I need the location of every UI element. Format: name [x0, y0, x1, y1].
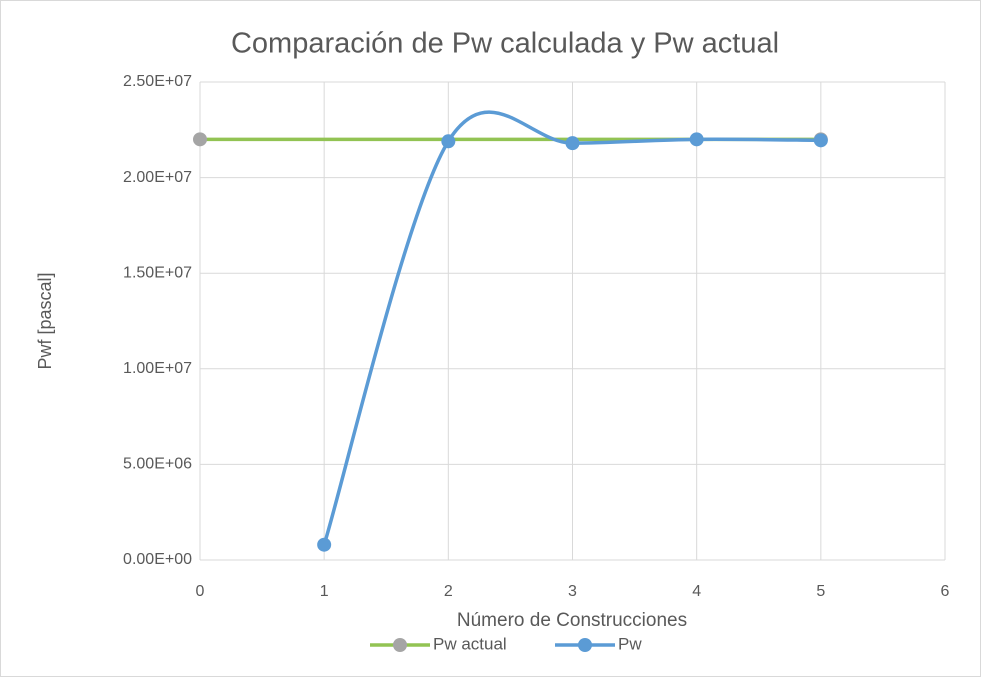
- data-point: [689, 132, 704, 147]
- y-tick-label: 5.00E+06: [123, 456, 192, 473]
- y-tick-label: 0.00E+00: [123, 551, 192, 568]
- data-point: [813, 133, 828, 148]
- legend-label: Pw: [618, 634, 642, 653]
- legend-marker: [578, 638, 592, 652]
- legend-label: Pw actual: [433, 634, 507, 653]
- x-axis-label: Número de Construcciones: [457, 610, 687, 631]
- x-tick-label: 4: [692, 583, 701, 600]
- y-tick-label: 1.50E+07: [123, 264, 192, 281]
- data-point: [441, 134, 456, 149]
- y-tick-label: 2.50E+07: [123, 73, 192, 90]
- x-tick-label: 2: [444, 583, 453, 600]
- x-tick-label: 5: [816, 583, 825, 600]
- x-tick-label: 1: [320, 583, 329, 600]
- chart-title: Comparación de Pw calculada y Pw actual: [231, 28, 779, 60]
- legend-marker: [393, 638, 407, 652]
- y-axis-label: Pwf [pascal]: [35, 272, 55, 369]
- data-point: [565, 136, 580, 151]
- y-tick-label: 1.00E+07: [123, 360, 192, 377]
- x-tick-label: 3: [568, 583, 577, 600]
- data-point: [193, 132, 207, 147]
- x-tick-label: 0: [196, 583, 205, 600]
- x-tick-label: 6: [941, 583, 950, 600]
- series-line: [322, 110, 821, 546]
- data-point: [317, 537, 332, 552]
- y-tick-label: 2.00E+07: [123, 169, 192, 186]
